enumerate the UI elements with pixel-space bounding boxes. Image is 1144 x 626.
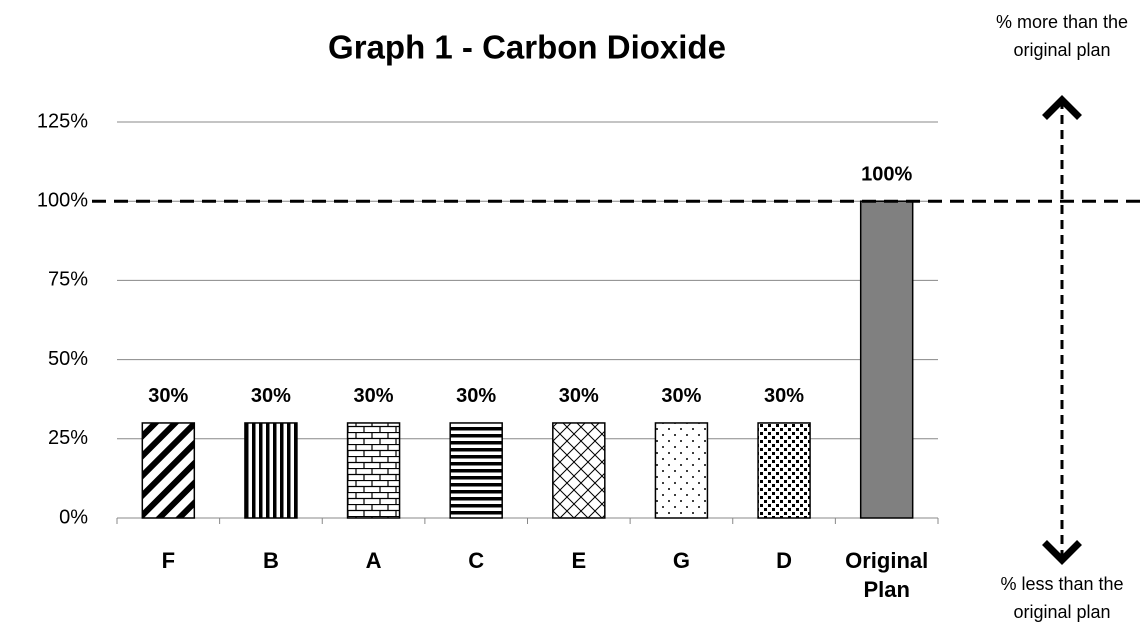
y-tick-label: 50%	[48, 348, 88, 370]
x-tick-label: D	[776, 548, 792, 573]
y-tick-label: 125%	[37, 110, 88, 132]
value-label: 30%	[251, 385, 291, 407]
y-tick-label: 75%	[48, 269, 88, 291]
value-label: 30%	[456, 385, 496, 407]
y-tick-label: 25%	[48, 427, 88, 449]
x-tick-label: G	[672, 548, 690, 573]
value-label: 30%	[661, 385, 701, 407]
bar	[859, 200, 914, 519]
annotation: % less than the original plan	[1000, 574, 1124, 622]
y-tick-label: 0%	[59, 506, 88, 528]
bar	[757, 422, 811, 519]
value-label: 30%	[559, 385, 599, 407]
bar	[654, 422, 709, 519]
x-tick-label: A	[365, 548, 382, 573]
bar	[346, 422, 401, 519]
bar	[449, 422, 503, 519]
x-tick-label: F	[161, 548, 176, 573]
value-label: 30%	[354, 385, 394, 407]
x-tick-label: E	[571, 548, 587, 573]
value-label: 100%	[861, 163, 912, 185]
y-tick-label: 100%	[37, 189, 88, 211]
bar	[244, 422, 298, 519]
value-label: 30%	[148, 385, 188, 407]
chart-title: Graph 1 - Carbon Dioxide	[328, 29, 726, 66]
x-tick-label: Original Plan	[845, 548, 929, 602]
x-tick-label: C	[468, 548, 485, 573]
bar	[141, 422, 196, 519]
bar	[552, 422, 606, 519]
annotation: % more than the original plan	[995, 12, 1129, 60]
x-tick-label: B	[262, 548, 279, 573]
value-label: 30%	[764, 385, 804, 407]
